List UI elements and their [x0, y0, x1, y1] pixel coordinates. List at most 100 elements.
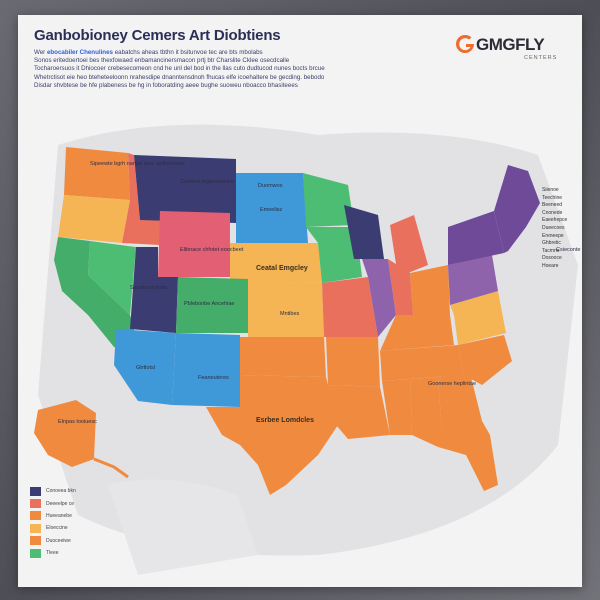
legend-swatch	[30, 499, 41, 509]
legend-item: Tleee	[30, 547, 76, 559]
region-kansas	[246, 281, 324, 337]
region-label-nm: Feaneuteres	[198, 375, 229, 381]
page-title: Ganbobioney Cemers Art Diobtiens	[34, 27, 281, 44]
map-legend: Conoeea bkn Deeeelpe ce Hueeanebe Eloeccine…	[30, 485, 76, 559]
region-label-ks: Mntibes	[280, 311, 300, 317]
region-missouri	[322, 277, 378, 337]
side-note: Teechine	[542, 194, 563, 201]
region-carolinas	[458, 335, 512, 385]
side-note: Cnonede	[542, 209, 563, 216]
region-texas	[206, 375, 338, 495]
region-tennessee	[380, 345, 464, 381]
region-label-ne: Csieconte	[556, 247, 581, 253]
region-michigan	[390, 215, 428, 277]
us-map	[34, 124, 578, 575]
legend-swatch	[30, 536, 41, 546]
legend-item: Conoeea bkn	[30, 485, 76, 497]
region-alabama	[410, 377, 442, 435]
region-arizona	[114, 329, 176, 405]
background-landmass-2	[108, 479, 258, 575]
logo-subtitle: CENTERS	[524, 55, 558, 61]
region-arkansas	[326, 337, 380, 387]
region-virginia	[450, 291, 506, 345]
region-wisconsin	[344, 205, 384, 259]
region-iowa	[306, 227, 362, 283]
region-ohio	[410, 265, 450, 327]
region-minnesota	[303, 173, 354, 227]
legend-label: Deeeelpe ce	[46, 500, 75, 507]
region-louisiana	[328, 385, 390, 439]
region-north-dakota	[236, 173, 306, 215]
legend-swatch	[30, 523, 41, 533]
intro-line: Whetrctisot eie heo bteheteeloonn nrahes…	[34, 73, 325, 81]
region-label-nw: Sipeewte bgrh nartpe toor: anthesvone	[90, 161, 185, 167]
region-new-york	[448, 211, 504, 265]
region-mississippi	[382, 379, 412, 435]
side-note: Tacmne	[542, 247, 560, 254]
intro-line: Tocharoersuos it Dhiocoer crebesecomeon …	[34, 65, 325, 73]
region-california	[54, 237, 140, 353]
intro-line: Sonos eritedoertoei bes thexfowaed enbam…	[34, 57, 290, 65]
region-label-se: Goonerse heplintae	[428, 381, 477, 387]
side-note: Siienoe	[542, 187, 559, 193]
region-utah	[130, 247, 178, 333]
legend-swatch	[30, 486, 41, 496]
legend-item: Hueeanebe	[30, 510, 76, 522]
region-oregon	[58, 195, 130, 243]
region-georgia	[438, 373, 482, 433]
region-nebraska	[230, 243, 322, 283]
region-washington	[64, 147, 130, 200]
legend-label: Tleee	[46, 550, 59, 557]
region-label-sd: Emeelisz	[260, 207, 283, 213]
intro-line: Wer ebocabiler Chenulines eabatchs aheas…	[34, 49, 263, 56]
intro-line: Disdar shvbtese be hfe plabeness be hg i…	[34, 81, 298, 89]
legend-label: Conoeea bkn	[46, 488, 76, 495]
region-illinois	[362, 259, 396, 337]
legend-swatch	[30, 511, 41, 521]
region-florida	[412, 421, 498, 491]
intro-highlight: ebocabiler Chenulines	[46, 49, 115, 56]
region-label-az: Gtrtlotsl	[136, 365, 155, 371]
region-alaska	[34, 400, 96, 467]
side-note: Eaeehepce	[542, 217, 568, 224]
region-south-dakota	[236, 215, 308, 243]
alaska-islands	[93, 457, 129, 479]
region-label-co: Pblebonbe Ancehiae	[184, 301, 235, 307]
region-montana	[134, 155, 236, 223]
region-label-ut: Sacefumt brots	[130, 285, 167, 291]
region-idaho	[122, 153, 164, 245]
region-indiana	[388, 259, 414, 327]
region-new-mexico	[172, 333, 240, 407]
side-note: Ereneepe	[542, 232, 564, 239]
region-oklahoma	[240, 337, 326, 377]
legend-label: Hueeanebe	[46, 512, 72, 519]
legend-label: Eloeccine	[46, 525, 68, 532]
side-note: Beeneed	[542, 202, 563, 209]
brand-logo: GMGFLY CENTERS	[454, 33, 574, 67]
region-new-england	[494, 165, 540, 253]
region-kentucky	[380, 315, 454, 351]
region-nevada	[88, 241, 136, 315]
region-label-ak: Elnpas tooiuesc	[58, 419, 97, 425]
region-label-nd: Duomwos	[258, 183, 283, 189]
side-note: Dueecoes	[542, 224, 565, 231]
region-label-wy: Elibnace chfotet eoocbeet	[180, 247, 244, 253]
legend-item: Duoceeiwe	[30, 535, 76, 547]
region-colorado	[176, 277, 248, 333]
logo-icon	[456, 34, 474, 53]
region-label-mt-n: Cuelaco tngiectsionhe	[180, 179, 235, 185]
region-label-center: Ceatal Emgcley	[256, 265, 308, 272]
side-note: Dosooce	[542, 255, 562, 262]
legend-swatch	[30, 548, 41, 558]
legend-label: Duoceeiwe	[46, 537, 71, 544]
side-note: Hoeare	[542, 262, 559, 269]
logo-wordmark: GMGFLY	[476, 35, 545, 54]
region-label-tx: Esrbee Lomdcles	[256, 417, 314, 424]
region-wyoming	[158, 211, 230, 277]
region-pennsylvania	[448, 255, 498, 305]
legend-item: Eloeccine	[30, 522, 76, 534]
intro-text: Wer ebocabiler Chenulines eabatchs aheas…	[34, 49, 424, 90]
legend-item: Deeeelpe ce	[30, 497, 76, 509]
infographic-sheet: Ganbobioney Cemers Art Diobtiens Wer ebo…	[18, 15, 582, 587]
side-note: Ghbretic	[542, 240, 561, 247]
